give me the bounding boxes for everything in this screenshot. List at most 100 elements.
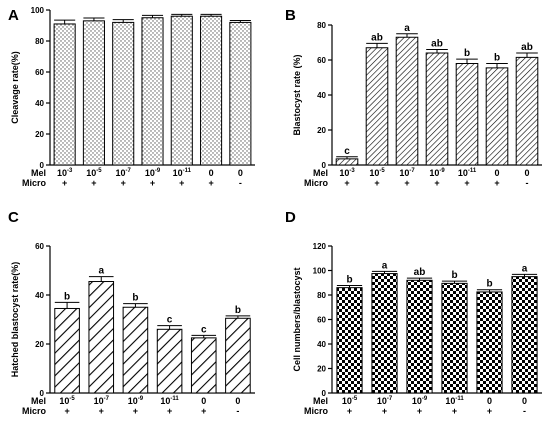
panel-a: A Cleavage rate(%) 0 20 40 60 80 100 Mel 10-3 10-5… [8,6,255,188]
panel-b-condition-label: + [494,178,499,188]
panel-a-condition-label: + [208,178,213,188]
panel-c-significance-letter: b [132,293,138,304]
panel-c-y-tick-label: 40 [35,291,44,300]
panel-b-condition-label: + [404,178,409,188]
panel-c-y-tick-label: 60 [35,242,44,251]
panel-d-condition-label: + [452,406,457,416]
panel-b-bar [455,63,479,166]
panel-b-condition-label: - [526,178,529,188]
panel-b-condition-label: + [374,178,379,188]
panel-b-condition-label: 10-11 [458,168,477,178]
panel-b-y-tick-label: 40 [317,91,326,100]
panel-c-condition-label: 10-9 [128,396,144,406]
panel-a-y-tick-label: 20 [35,130,44,139]
panel-d-bar [406,279,433,394]
panel-b-row-label: Micro [304,178,329,188]
panel-b-significance-letter: a [404,23,410,34]
panel-d-condition-label: + [417,406,422,416]
panel-d-y-tick-label: 40 [317,340,326,349]
panel-a-bar [200,15,223,166]
panel-d-bar [336,287,363,394]
panel-c-significance-letter: c [201,324,207,335]
panel-c-condition-label: 10-7 [94,396,110,406]
panel-d-row-label: Micro [304,406,329,416]
panel-c-significance-letter: b [235,305,241,316]
panel-d-condition-label: 10-5 [342,396,358,406]
panel-a-bar [53,23,76,166]
panel-a-condition-label: 10-9 [145,168,161,178]
panel-c-significance-letter: b [64,291,70,302]
panel-c-condition-label: 10-11 [160,396,179,406]
panel-c-y-axis-label: Hatched blastocyst rate(%) [10,262,20,378]
panel-a-y-axis-label: Cleavage rate(%) [10,51,20,124]
panel-b-significance-letter: c [344,146,350,157]
panel-b-condition-label: 10-5 [369,168,385,178]
panel-b-significance-letter: ab [431,39,443,50]
panel-a-letter: A [8,7,19,24]
panel-d-y-axis-label: Cell numbers/blastocyst [292,267,302,371]
panel-b-bar [395,36,419,166]
panel-a-condition-label: 10-11 [173,168,192,178]
panel-a-y-tick-label: 80 [35,37,44,46]
panel-b-bar [515,56,539,166]
panel-d-condition-label: + [382,406,387,416]
panel-c-condition-label: 0 [235,396,240,406]
panel-b-condition-label: 0 [494,168,499,178]
panel-d-significance-letter: ab [414,267,426,278]
panel-b-letter: B [285,7,296,24]
panel-c-significance-letter: c [167,315,173,326]
panel-d-condition-label: 10-7 [377,396,393,406]
panel-a-bar [170,15,193,166]
panel-b-condition-label: 10-3 [339,168,355,178]
panel-d-significance-letter: b [451,270,457,281]
panel-a-condition-label: 0 [209,168,214,178]
panel-b-condition-label: 10-7 [399,168,415,178]
panel-b-y-tick-label: 80 [317,21,326,30]
panel-b-condition-label: + [434,178,439,188]
panel-a-condition-label: + [62,178,67,188]
panel-b-y-tick-label: 60 [317,56,326,65]
panel-a-row-label: Mel [31,168,46,178]
panel-b-condition-label: 0 [524,168,529,178]
panel-a-condition-label: 0 [238,168,243,178]
panel-a-bar [229,21,252,166]
panel-b-condition-label: + [464,178,469,188]
panel-a-y-tick-label: 0 [40,161,45,170]
panel-c-condition-label: + [99,406,104,416]
panel-c-bar [190,337,217,394]
panel-a-bar [141,17,164,166]
panel-b-significance-letter: b [494,53,500,64]
panel-d-significance-letter: a [382,260,388,271]
panel-a-condition-label: + [150,178,155,188]
panel-c-bar [88,281,115,394]
panel-c-bar [122,306,149,394]
panel-d-bar [441,282,468,394]
panel-c-y-tick-label: 0 [40,389,45,398]
panel-c-significance-letter: a [98,266,104,277]
panel-a-y-tick-label: 60 [35,68,44,77]
panel-a-bar [82,20,105,166]
panel-c-condition-label: 10-5 [59,396,75,406]
panel-b-condition-label: 10-9 [429,168,445,178]
panel-d: D Cell numbers/blastocyst 0 20 40 60 80 100 120 b… [285,209,542,416]
panel-d-y-tick-label: 0 [322,389,327,398]
panel-a-condition-label: + [179,178,184,188]
panel-b-bar [485,67,509,166]
panel-c-letter: C [8,209,19,226]
panel-a-y-tick-label: 40 [35,99,44,108]
panel-d-y-tick-label: 80 [317,291,326,300]
panel-a-condition-label: - [239,178,242,188]
panel-d-bar [371,273,398,394]
panel-a-condition-label: 10-5 [86,168,102,178]
panel-b: B Blastocyst rate (%) 0 20 40 60 80 c ab a ab b b ab M… [285,7,542,188]
panel-d-y-tick-label: 120 [313,242,327,251]
panel-b-significance-letter: b [464,48,470,59]
panel-a-condition-label: 10-3 [57,168,73,178]
panel-d-condition-label: + [487,406,492,416]
panel-c-bar [156,328,183,394]
panel-d-y-tick-label: 100 [313,267,327,276]
panel-c-condition-label: + [201,406,206,416]
panel-d-condition-label: 10-11 [445,396,464,406]
panel-c-condition-label: + [167,406,172,416]
panel-c-y-tick-label: 20 [35,340,44,349]
